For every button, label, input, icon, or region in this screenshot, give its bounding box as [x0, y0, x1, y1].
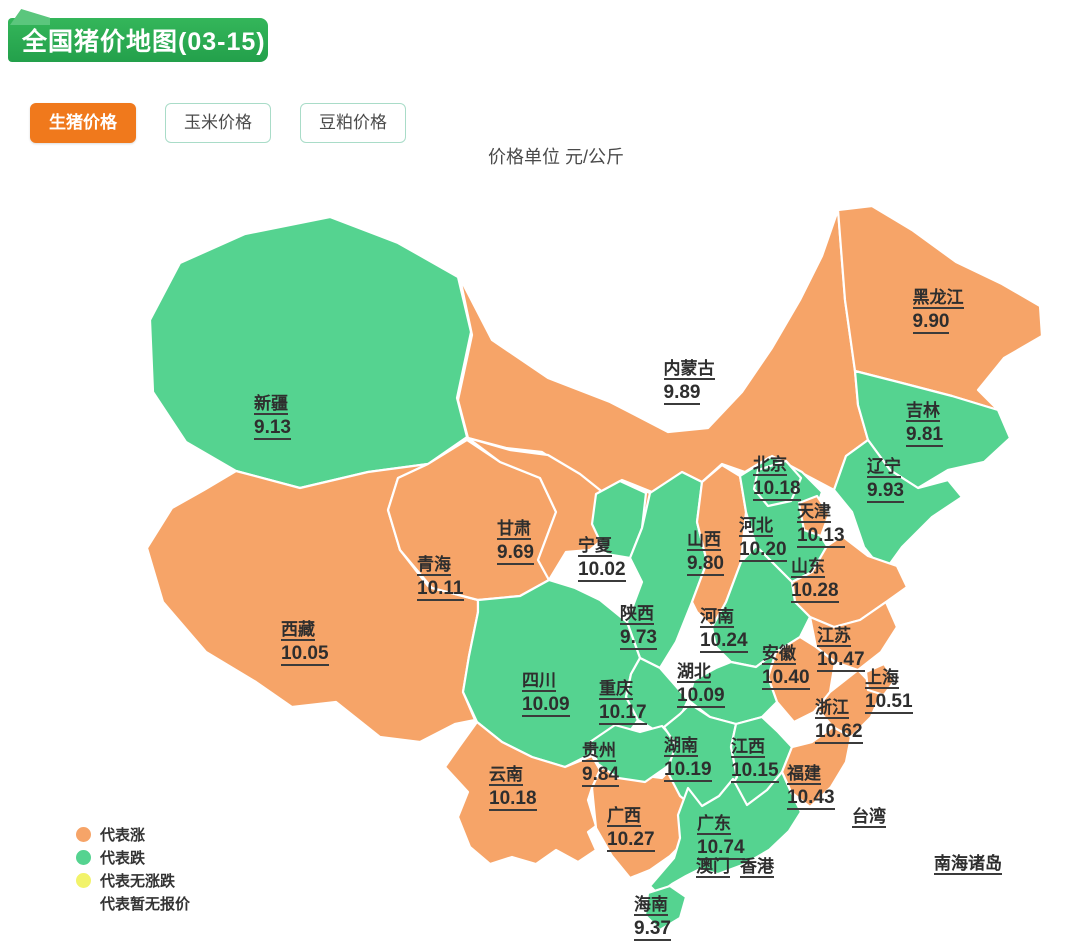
- province-sichuan-region[interactable]: [461, 578, 642, 769]
- price-unit-note: 价格单位 元/公斤: [488, 147, 625, 167]
- legend-row-down: 代表跌: [76, 846, 190, 869]
- legend: 代表涨 代表跌 代表无涨跌 代表暂无报价: [76, 823, 190, 915]
- province-yunnan-region[interactable]: [443, 720, 602, 866]
- legend-up-label: 代表涨: [100, 827, 146, 844]
- province-fujian-region[interactable]: [780, 725, 853, 809]
- legend-no-quote-label: 代表暂无报价: [100, 896, 191, 913]
- tab-soybean-meal-price[interactable]: 豆粕价格: [300, 103, 406, 143]
- province-tianjin-region[interactable]: [797, 494, 831, 538]
- page-title: 全国猪价地图(03-15): [22, 28, 266, 56]
- legend-down-dot-icon: [76, 850, 91, 865]
- tab-pig-price[interactable]: 生猪价格: [30, 103, 136, 143]
- province-beijing-region[interactable]: [752, 459, 803, 508]
- legend-down-label: 代表跌: [100, 850, 146, 867]
- page-title-ribbon: 全国猪价地图(03-15): [8, 18, 268, 62]
- legend-row-no-change: 代表无涨跌: [76, 869, 190, 892]
- province-xinjiang-region[interactable]: [148, 215, 473, 490]
- price-type-tabs: 生猪价格 玉米价格 豆粕价格: [30, 103, 406, 143]
- legend-up-dot-icon: [76, 827, 91, 842]
- legend-row-no-quote: 代表暂无报价: [76, 892, 190, 915]
- province-liaoning-region[interactable]: [832, 438, 964, 574]
- legend-no-change-dot-icon: [76, 873, 91, 888]
- province-hainan-region[interactable]: [643, 884, 688, 932]
- province-jilin-region[interactable]: [853, 369, 1012, 490]
- tab-corn-price[interactable]: 玉米价格: [165, 103, 271, 143]
- province-neimenggu-region[interactable]: [456, 208, 870, 494]
- legend-no-change-label: 代表无涨跌: [100, 873, 176, 890]
- legend-row-up: 代表涨: [76, 823, 190, 846]
- province-shanghai-region[interactable]: [864, 662, 897, 697]
